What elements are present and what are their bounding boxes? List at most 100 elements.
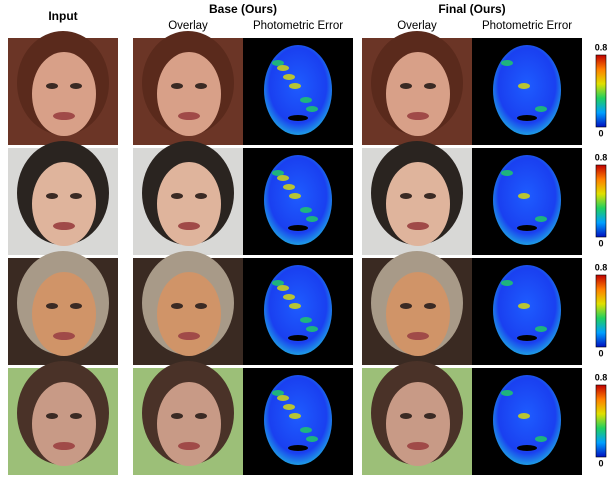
base-error-map-spot — [283, 404, 295, 410]
base-error-map-spot — [306, 216, 318, 222]
base-error-map-face — [264, 45, 332, 135]
input-photo-eye — [70, 303, 82, 309]
final-error-map-face — [493, 265, 561, 355]
colorbar-min: 0 — [598, 238, 603, 248]
input-photo-eye — [46, 303, 58, 309]
base-error-map-spot — [306, 436, 318, 442]
base-error-map-spot — [272, 390, 284, 396]
base-overlay-face — [157, 162, 221, 246]
colorbar-min: 0 — [598, 128, 603, 138]
final-overlay-mouth — [407, 222, 429, 230]
final-error-map-mouth — [517, 225, 537, 231]
base-overlay-mouth — [178, 442, 200, 450]
base-error-map-spot — [277, 175, 289, 181]
final-overlay-face — [386, 52, 450, 136]
colorbar-max: 0.8 — [595, 372, 608, 382]
colorbar — [595, 274, 607, 348]
base-error-map-mouth — [288, 335, 308, 341]
final-overlay-face — [386, 272, 450, 356]
input-photo-mouth — [53, 222, 75, 230]
final-error-map-spot — [501, 390, 513, 396]
base-overlay-eye — [171, 193, 183, 199]
final-overlay-eye — [400, 413, 412, 419]
final-overlay-header: Overlay — [397, 20, 437, 32]
final-error-map-spot — [518, 83, 530, 89]
input-photo-eye — [46, 83, 58, 89]
final-overlay-eye — [424, 193, 436, 199]
final-overlay-mouth — [407, 442, 429, 450]
final-error-map-mouth — [517, 115, 537, 121]
base-error-map-spot — [283, 74, 295, 80]
base-overlay-eye — [195, 303, 207, 309]
final-overlay-mouth — [407, 332, 429, 340]
final-error-map-spot — [535, 216, 547, 222]
input-header: Input — [48, 9, 77, 23]
colorbar-min: 0 — [598, 458, 603, 468]
base-error-map-spot — [272, 60, 284, 66]
final-error-header: Photometric Error — [482, 20, 572, 32]
base-overlay-eye — [195, 83, 207, 89]
base-overlay-eye — [195, 193, 207, 199]
base-error-map-spot — [277, 285, 289, 291]
final-overlay-eye — [424, 83, 436, 89]
base-error-map-spot — [272, 280, 284, 286]
final-error-map-face — [493, 155, 561, 245]
final-error-map-face — [493, 375, 561, 465]
final-error-map-mouth — [517, 445, 537, 451]
final-overlay-eye — [424, 413, 436, 419]
base-error-map-spot — [289, 83, 301, 89]
final-overlay-face — [386, 382, 450, 466]
final-error-map-spot — [518, 413, 530, 419]
input-photo-face — [32, 162, 96, 246]
base-error-map-spot — [300, 97, 312, 103]
colorbar-min: 0 — [598, 348, 603, 358]
input-photo-mouth — [53, 112, 75, 120]
input-photo-eye — [70, 193, 82, 199]
base-overlay-eye — [171, 413, 183, 419]
base-overlay-mouth — [178, 222, 200, 230]
input-photo-mouth — [53, 332, 75, 340]
final-error-map-spot — [518, 303, 530, 309]
base-error-map-spot — [306, 106, 318, 112]
base-error-map-spot — [289, 193, 301, 199]
base-overlay-header: Overlay — [168, 20, 208, 32]
final-error-map-mouth — [517, 335, 537, 341]
colorbar — [595, 164, 607, 238]
final-error-map-spot — [518, 193, 530, 199]
base-error-map-spot — [300, 427, 312, 433]
final-error-map-spot — [501, 170, 513, 176]
final-error-map-face — [493, 45, 561, 135]
base-overlay-face — [157, 382, 221, 466]
base-error-map-mouth — [288, 225, 308, 231]
final-error-map-spot — [535, 436, 547, 442]
base-error-map-spot — [300, 207, 312, 213]
final-error-map-spot — [535, 326, 547, 332]
colorbar-max: 0.8 — [595, 42, 608, 52]
base-error-map-mouth — [288, 115, 308, 121]
base-error-map-spot — [277, 65, 289, 71]
colorbar — [595, 384, 607, 458]
colorbar-max: 0.8 — [595, 152, 608, 162]
base-error-map-spot — [289, 413, 301, 419]
base-error-map-spot — [283, 294, 295, 300]
final-overlay-eye — [424, 303, 436, 309]
input-photo-eye — [46, 413, 58, 419]
input-photo-face — [32, 382, 96, 466]
input-photo-face — [32, 52, 96, 136]
base-error-map-face — [264, 155, 332, 245]
base-error-header: Photometric Error — [253, 20, 343, 32]
colorbar-max: 0.8 — [595, 262, 608, 272]
base-overlay-face — [157, 52, 221, 136]
final-header: Final (Ours) — [438, 2, 505, 16]
final-overlay-eye — [400, 83, 412, 89]
base-overlay-eye — [171, 303, 183, 309]
base-error-map-spot — [283, 184, 295, 190]
input-photo-face — [32, 272, 96, 356]
base-error-map-spot — [272, 170, 284, 176]
base-error-map-face — [264, 265, 332, 355]
base-header: Base (Ours) — [209, 2, 277, 16]
final-error-map-spot — [501, 280, 513, 286]
final-error-map-spot — [501, 60, 513, 66]
